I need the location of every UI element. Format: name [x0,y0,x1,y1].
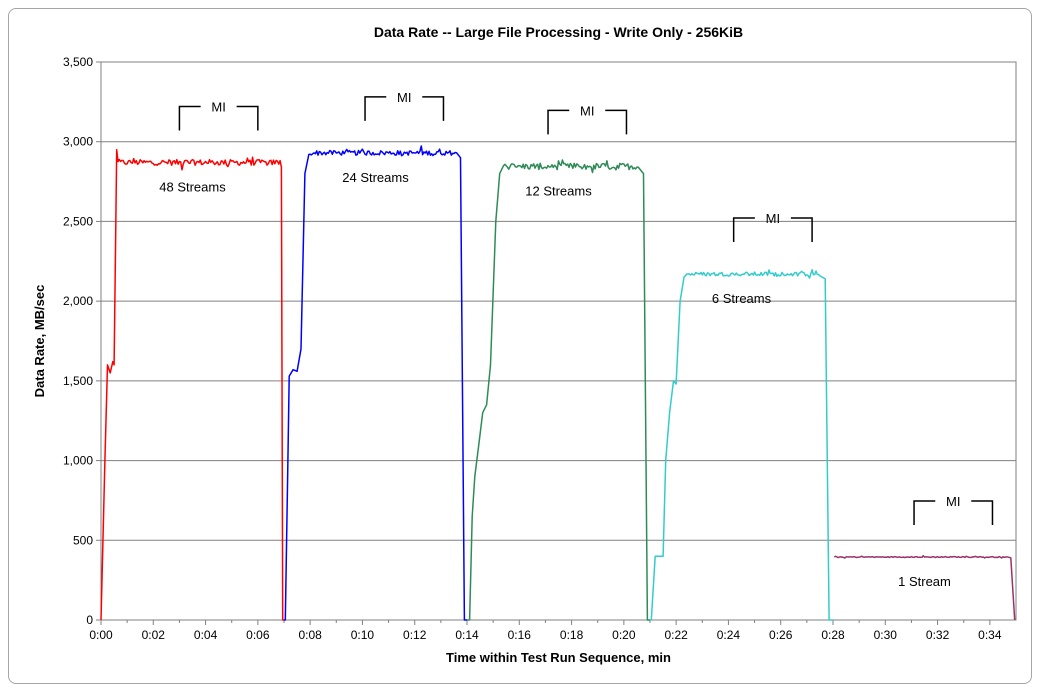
x-tick-label: 0:06 [246,628,270,642]
mi-bracket-right [422,96,445,121]
x-tick-label: 0:28 [821,628,845,642]
x-tick-label: 0:26 [769,628,793,642]
y-tick-label: 0 [86,613,93,627]
y-tick-label: 1,500 [63,374,93,388]
x-tick-label: 0:24 [717,628,741,642]
x-tick-label: 0:08 [298,628,322,642]
mi-bracket-left [547,109,570,135]
mi-bracket-right [790,217,813,243]
x-tick-label: 0:14 [455,628,479,642]
series-label: 1 Stream [898,574,951,589]
y-tick-label: 500 [73,533,93,547]
y-axis: 0 500 1,000 1,500 2,000 2,500 3,000 3,500 [63,55,101,627]
mi-label: MI [946,494,960,509]
series-line [100,148,284,621]
series-line [284,145,467,621]
y-axis-title: Data Rate, MB/sec [32,285,47,398]
series-layer [100,145,1016,621]
series-line [467,159,650,621]
mi-bracket-right [971,500,994,526]
mi-bracket-left [178,105,201,131]
x-tick-label: 0:32 [926,628,950,642]
annotation-layer: 48 Streams MI 24 Streams MI 12 Streams MI 6 St… [159,90,994,589]
series-line [833,554,1016,621]
x-tick-label: 0:34 [978,628,1002,642]
x-tick-label: 0:22 [664,628,688,642]
x-tick-label: 0:02 [142,628,166,642]
mi-bracket-right [605,109,628,135]
y-tick-label: 3,500 [63,55,93,69]
x-tick-label: 0:30 [874,628,898,642]
mi-label: MI [766,211,780,226]
series-label: 12 Streams [525,183,592,198]
y-tick-label: 1,000 [63,454,93,468]
x-tick-label: 0:12 [403,628,427,642]
chart-title: Data Rate -- Large File Processing - Wri… [374,24,743,40]
mi-bracket-left [913,500,936,526]
series-line [650,269,833,621]
x-tick-label: 0:10 [351,628,375,642]
plot-area [100,61,1017,621]
x-tick-label: 0:18 [560,628,584,642]
series-label: 24 Streams [342,170,409,185]
mi-label: MI [580,103,594,118]
x-tick-label: 0:16 [508,628,532,642]
y-tick-label: 2,500 [63,214,93,228]
x-tick-label: 0:04 [194,628,218,642]
x-tick-label: 0:00 [89,628,113,642]
mi-label: MI [397,90,411,105]
mi-bracket-right [236,105,259,131]
series-label: 6 Streams [712,291,772,306]
x-axis: 0:00 0:02 0:04 0:06 0:08 0:10 0:12 0:14 0:16 0:18… [89,620,1002,642]
mi-bracket-left [732,217,755,243]
mi-bracket-left [364,96,387,121]
mi-label: MI [211,99,225,114]
y-tick-label: 3,000 [63,135,93,149]
chart-frame [8,8,1032,684]
y-tick-label: 2,000 [63,294,93,308]
x-axis-title: Time within Test Run Sequence, min [446,650,671,665]
x-tick-label: 0:20 [612,628,636,642]
series-label: 48 Streams [159,179,226,194]
gridlines [101,61,1016,621]
